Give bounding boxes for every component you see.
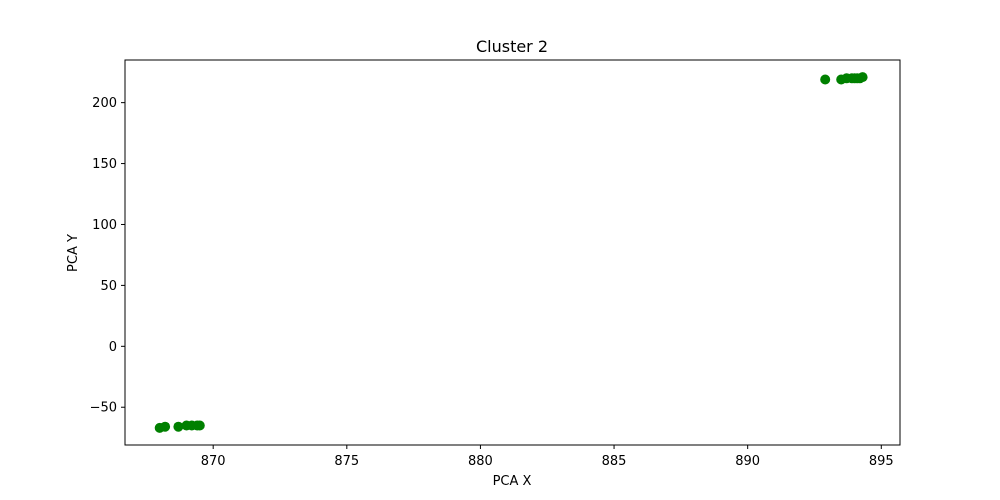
x-tick-label: 880 (468, 454, 493, 469)
plot-frame (124, 59, 901, 446)
y-tick-label: 0 (109, 340, 117, 355)
y-tick-label: 50 (100, 279, 117, 294)
x-tick-label: 895 (869, 454, 894, 469)
y-tick-label: 100 (92, 218, 117, 233)
x-tick-label: 870 (201, 454, 226, 469)
y-tick-label: −50 (90, 401, 117, 416)
x-tick-label: 890 (735, 454, 760, 469)
y-axis-label: PCA Y (66, 234, 81, 272)
chart-title: Cluster 2 (476, 37, 548, 56)
x-tick-label: 885 (602, 454, 627, 469)
x-tick-label: 875 (334, 454, 359, 469)
ticks-layer: 870 875 880 885 890 895 −50 0 50 100 150 200 (90, 96, 894, 469)
data-point (160, 421, 171, 432)
data-point (857, 72, 868, 83)
y-tick-label: 200 (92, 96, 117, 111)
data-point (173, 421, 184, 432)
points-layer (154, 72, 868, 433)
x-axis-label: PCA X (493, 474, 532, 489)
data-point (820, 74, 831, 85)
y-tick-label: 150 (92, 157, 117, 172)
data-point (194, 420, 205, 431)
